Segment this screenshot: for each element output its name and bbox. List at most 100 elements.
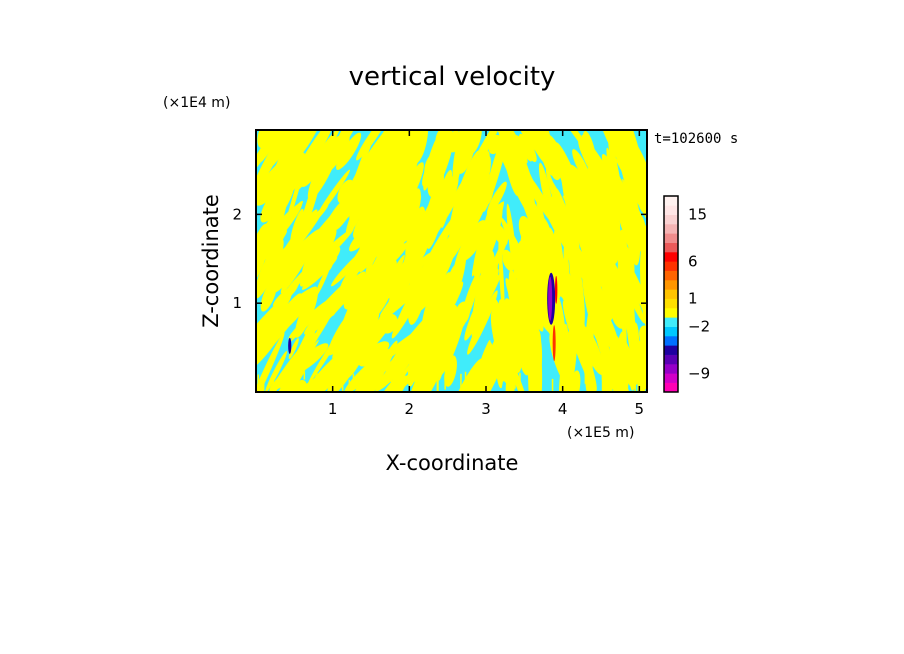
y-tick-label: 1 xyxy=(232,294,242,312)
velocity-streak xyxy=(519,372,521,390)
velocity-band xyxy=(387,336,428,390)
velocity-band xyxy=(444,355,457,387)
velocity-band xyxy=(606,195,628,274)
x-axis-label: X-coordinate xyxy=(386,451,519,475)
velocity-streak xyxy=(348,379,351,392)
velocity-band xyxy=(394,162,424,219)
x-tick-label: 2 xyxy=(405,400,415,418)
velocity-band xyxy=(585,258,605,287)
velocity-band xyxy=(516,332,529,376)
colorbar-segment xyxy=(664,205,678,215)
velocity-band xyxy=(519,189,553,268)
velocity-streak xyxy=(390,375,393,392)
time-label: t=102600 s xyxy=(654,131,738,147)
velocity-streak xyxy=(614,371,616,384)
velocity-streak xyxy=(634,379,636,392)
colorbar-label: 15 xyxy=(688,206,707,224)
velocity-band xyxy=(356,309,392,355)
velocity-streak xyxy=(643,378,646,388)
velocity-band xyxy=(363,228,408,302)
velocity-band xyxy=(256,223,269,276)
velocity-band xyxy=(503,319,511,377)
velocity-band xyxy=(353,206,376,239)
velocity-streak xyxy=(399,377,401,388)
velocity-band xyxy=(265,350,288,392)
velocity-streak xyxy=(429,375,431,391)
convective-core xyxy=(288,272,558,362)
velocity-band xyxy=(265,152,306,213)
velocity-band xyxy=(587,166,608,205)
velocity-band xyxy=(456,130,476,174)
velocity-band xyxy=(515,150,542,206)
velocity-streak xyxy=(262,378,264,392)
velocity-band xyxy=(280,245,313,294)
y-axis: 12 xyxy=(232,205,647,312)
colorbar-segment xyxy=(664,298,678,309)
velocity-band xyxy=(388,136,423,189)
velocity-band xyxy=(549,196,567,238)
velocity-band xyxy=(558,323,578,392)
velocity-band xyxy=(294,288,318,338)
velocity-band xyxy=(555,142,579,191)
velocity-streak xyxy=(468,379,470,392)
velocity-band xyxy=(352,320,393,367)
velocity-streak xyxy=(316,372,318,390)
velocity-band xyxy=(414,186,447,266)
velocity-streak xyxy=(289,377,292,392)
velocity-streak xyxy=(514,379,516,389)
velocity-band xyxy=(404,188,421,230)
colorbar-segment xyxy=(664,308,678,318)
colorbar-segment xyxy=(664,280,678,290)
velocity-band xyxy=(526,231,554,296)
velocity-band xyxy=(618,248,636,342)
velocity-band xyxy=(259,130,280,149)
velocity-band xyxy=(559,272,569,306)
colorbar-segment xyxy=(664,336,678,346)
velocity-band xyxy=(535,215,550,238)
velocity-streak xyxy=(352,373,355,388)
velocity-streak xyxy=(486,370,489,386)
velocity-band xyxy=(467,290,498,355)
velocity-streak xyxy=(330,375,333,388)
velocity-band xyxy=(362,130,406,178)
velocity-streak xyxy=(637,379,639,392)
velocity-band xyxy=(349,219,379,252)
velocity-band xyxy=(326,345,363,392)
velocity-band xyxy=(428,309,462,374)
velocity-band xyxy=(582,183,609,246)
velocity-band xyxy=(581,325,604,375)
x-axis: 1 2 3 4 5 xyxy=(328,130,644,418)
velocity-band xyxy=(553,228,564,283)
velocity-band xyxy=(436,305,458,344)
velocity-band xyxy=(472,272,502,325)
velocity-band xyxy=(413,325,435,382)
velocity-streak xyxy=(480,375,483,392)
velocity-streak xyxy=(418,379,421,392)
velocity-band xyxy=(332,130,357,158)
colorbar-segment xyxy=(664,354,678,365)
colorbar-label: −9 xyxy=(688,364,710,382)
velocity-streak xyxy=(500,373,502,388)
velocity-streak xyxy=(530,371,532,392)
velocity-band xyxy=(315,146,336,190)
velocity-band xyxy=(460,220,487,261)
velocity-band xyxy=(307,271,366,335)
velocity-band xyxy=(378,130,413,200)
velocity-streak xyxy=(464,371,467,390)
colorbar-segment xyxy=(664,214,678,225)
velocity-band xyxy=(508,269,521,317)
velocity-band xyxy=(343,274,371,310)
velocity-band xyxy=(358,284,392,328)
velocity-band xyxy=(498,237,505,318)
positive-velocity-bands xyxy=(256,130,647,392)
velocity-band xyxy=(340,256,365,290)
velocity-band xyxy=(337,179,354,204)
velocity-streak xyxy=(460,373,462,390)
velocity-streak xyxy=(257,374,259,386)
velocity-band xyxy=(430,167,473,242)
velocity-streak xyxy=(508,376,510,390)
velocity-streak xyxy=(337,371,339,388)
velocity-band xyxy=(624,170,647,226)
chart-title: vertical velocity xyxy=(349,62,556,92)
velocity-streak xyxy=(475,371,478,391)
